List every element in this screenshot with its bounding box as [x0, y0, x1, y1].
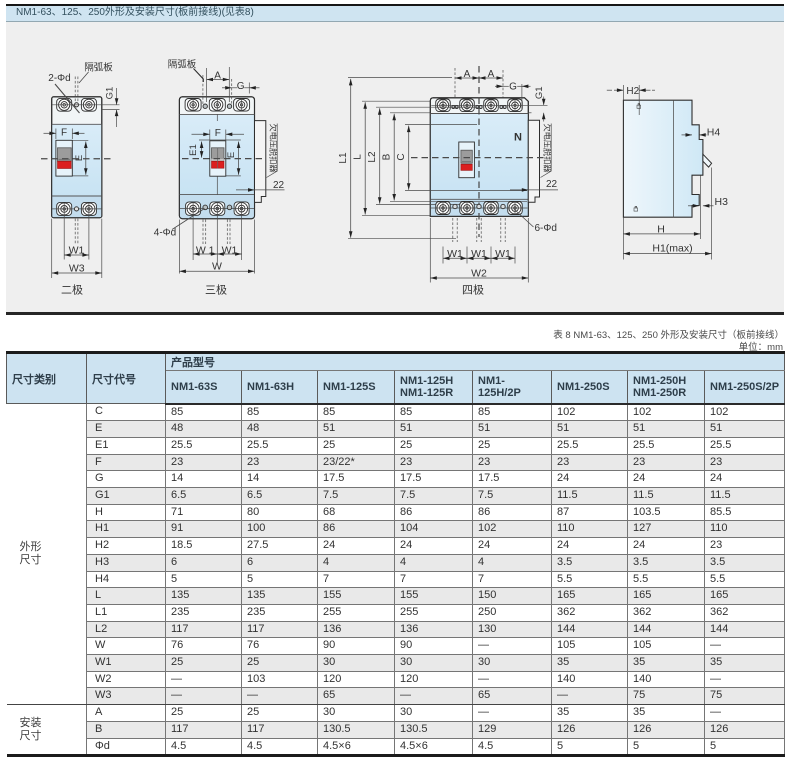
svg-text:H1(max): H1(max): [652, 242, 692, 254]
svg-text:H: H: [657, 224, 665, 236]
svg-text:L2: L2: [367, 151, 378, 163]
svg-text:H3: H3: [715, 196, 729, 208]
svg-text:G: G: [237, 81, 245, 92]
svg-text:W1: W1: [471, 248, 487, 260]
svg-text:E: E: [226, 152, 237, 158]
svg-text:四极: 四极: [462, 282, 484, 296]
svg-text:W1: W1: [69, 244, 85, 256]
svg-text:三极: 三极: [205, 282, 227, 296]
svg-text:B: B: [382, 153, 393, 160]
svg-text:G: G: [509, 81, 517, 92]
svg-text:6-Φd: 6-Φd: [535, 223, 557, 234]
svg-text:L1: L1: [338, 152, 349, 164]
svg-text:F: F: [61, 127, 67, 138]
svg-text:二极: 二极: [61, 282, 83, 296]
svg-text:L: L: [353, 154, 364, 160]
svg-text:W1: W1: [222, 244, 238, 256]
svg-text:22: 22: [546, 179, 558, 190]
svg-text:A: A: [214, 70, 221, 81]
svg-text:W3: W3: [69, 262, 85, 274]
svg-text:E1: E1: [188, 144, 199, 156]
svg-text:N: N: [514, 132, 522, 144]
svg-text:4-Φd: 4-Φd: [154, 228, 176, 239]
svg-text:A: A: [488, 69, 495, 80]
svg-text:2-Φd: 2-Φd: [48, 73, 70, 84]
svg-text:H2: H2: [626, 86, 639, 97]
svg-text:隔弧板: 隔弧板: [84, 62, 113, 74]
svg-text:E: E: [74, 155, 85, 161]
svg-text:欠电压脱扣器: 欠电压脱扣器: [542, 124, 552, 173]
svg-text:欠电压脱扣器: 欠电压脱扣器: [268, 124, 278, 173]
svg-text:W: W: [212, 261, 222, 273]
svg-text:W2: W2: [471, 268, 487, 280]
svg-text:A: A: [464, 69, 471, 80]
svg-text:22: 22: [273, 180, 285, 191]
svg-text:C: C: [396, 153, 407, 160]
svg-text:W1: W1: [495, 248, 511, 260]
svg-text:G1: G1: [534, 86, 545, 99]
svg-text:W 1: W 1: [196, 244, 215, 256]
svg-text:G1: G1: [104, 87, 115, 100]
svg-text:F: F: [215, 128, 221, 139]
svg-text:隔弧板: 隔弧板: [168, 59, 197, 71]
svg-text:H4: H4: [707, 126, 721, 138]
svg-text:W1: W1: [447, 248, 463, 260]
